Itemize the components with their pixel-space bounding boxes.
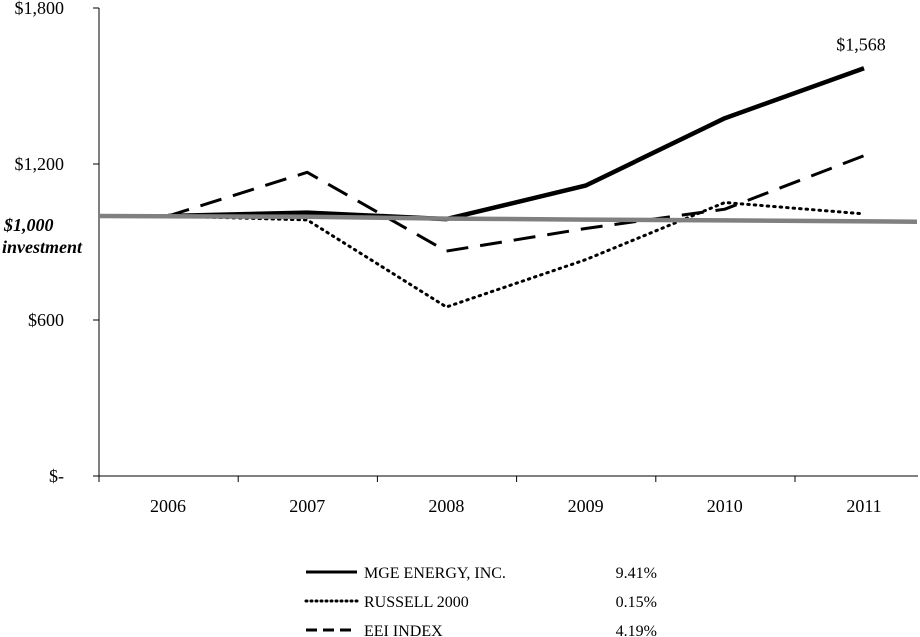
investment-amount-label: $1,000 [3,215,54,235]
legend-label: RUSSELL 2000 [364,594,469,611]
x-tick-label: 2011 [846,496,881,516]
axes [93,7,918,482]
series-lines [98,66,918,309]
tick-labels: $- $600 $1,200 $1,800 2006 2007 2008 2009 2010 20… [15,0,882,516]
x-tick-label: 2009 [568,496,604,516]
legend-rate: 9.41% [616,565,657,582]
series-line-mge-energy-inc [167,66,865,222]
legend-label: MGE ENERGY, INC. [364,565,506,582]
series-line-russell-2000 [166,201,866,309]
x-tick-label: 2008 [428,496,464,516]
series-line-baseline [98,213,918,224]
y-tick-label: $1,200 [15,154,65,174]
y-tick-label: $- [49,466,64,486]
x-tick-label: 2006 [150,496,186,516]
series-line-eei-index [167,154,865,253]
investment-word-label: investment [2,237,83,257]
x-tick-label: 2010 [707,496,743,516]
legend: MGE ENERGY, INC. 9.41% RUSSELL 2000 0.15% EE… [304,565,657,637]
legend-rate: 0.15% [616,594,657,611]
x-tick-label: 2007 [289,496,325,516]
y-tick-label: $1,800 [15,0,65,18]
end-value-label: $1,568 [836,34,886,54]
y-tick-label: $600 [28,310,64,330]
legend-label: EEI INDEX [364,623,443,637]
legend-rate: 4.19% [616,623,657,637]
